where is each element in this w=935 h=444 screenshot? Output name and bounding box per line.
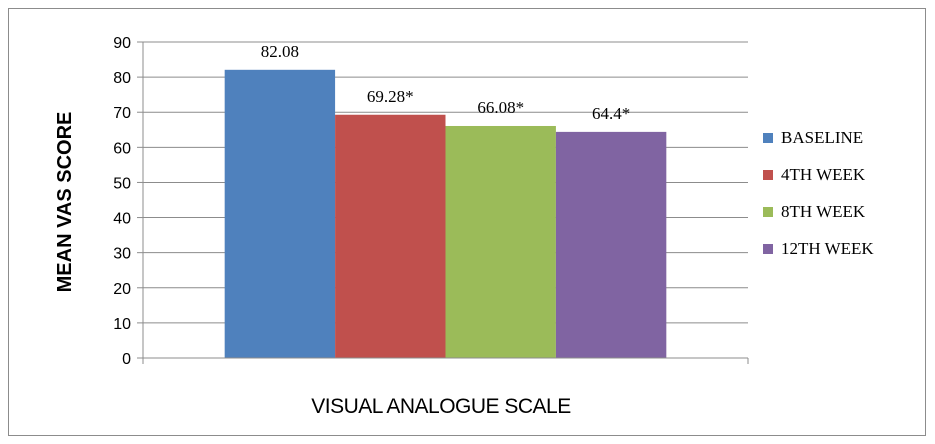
- bars: [224, 69, 667, 359]
- legend-entry: BASELINE: [781, 128, 863, 147]
- x-axis-title: VISUAL ANALOGUE SCALE: [311, 395, 571, 418]
- y-tick-label: 50: [113, 175, 131, 192]
- legend-swatch: [763, 244, 773, 254]
- legend-entry: 8TH WEEK: [781, 202, 866, 221]
- legend: BASELINE 4TH WEEK 8TH WEEK 12TH WEEK: [763, 128, 874, 258]
- y-tick-label: 60: [113, 140, 131, 157]
- y-tick-label: 20: [113, 281, 131, 298]
- y-tick-label: 40: [113, 211, 131, 228]
- legend-entry: 4TH WEEK: [781, 165, 866, 184]
- y-axis-title: MEAN VAS SCORE: [54, 112, 76, 293]
- data-label: 66.08*: [477, 98, 524, 117]
- axes: 0 10 20 30 40 50 60 70 80 90: [113, 35, 749, 368]
- legend-swatch: [763, 170, 773, 180]
- legend-swatch: [763, 133, 773, 143]
- bar-8th-week: [445, 125, 556, 358]
- data-label: 69.28*: [367, 87, 414, 106]
- y-tick-label: 0: [122, 351, 131, 368]
- y-tick-label: 70: [113, 105, 131, 122]
- y-tick-label: 30: [113, 246, 131, 263]
- legend-entry: 12TH WEEK: [781, 239, 874, 258]
- y-tick-label: 80: [113, 70, 131, 87]
- y-tick-label: 90: [113, 35, 131, 52]
- legend-swatch: [763, 207, 773, 217]
- bar-baseline: [224, 69, 336, 359]
- y-tick-label: 10: [113, 316, 131, 333]
- data-label: 82.08: [261, 42, 299, 61]
- bar-12th-week: [555, 131, 667, 358]
- data-label: 64.4*: [592, 104, 630, 123]
- data-labels: 82.08 69.28* 66.08* 64.4*: [261, 42, 630, 123]
- bar-4th-week: [335, 114, 446, 359]
